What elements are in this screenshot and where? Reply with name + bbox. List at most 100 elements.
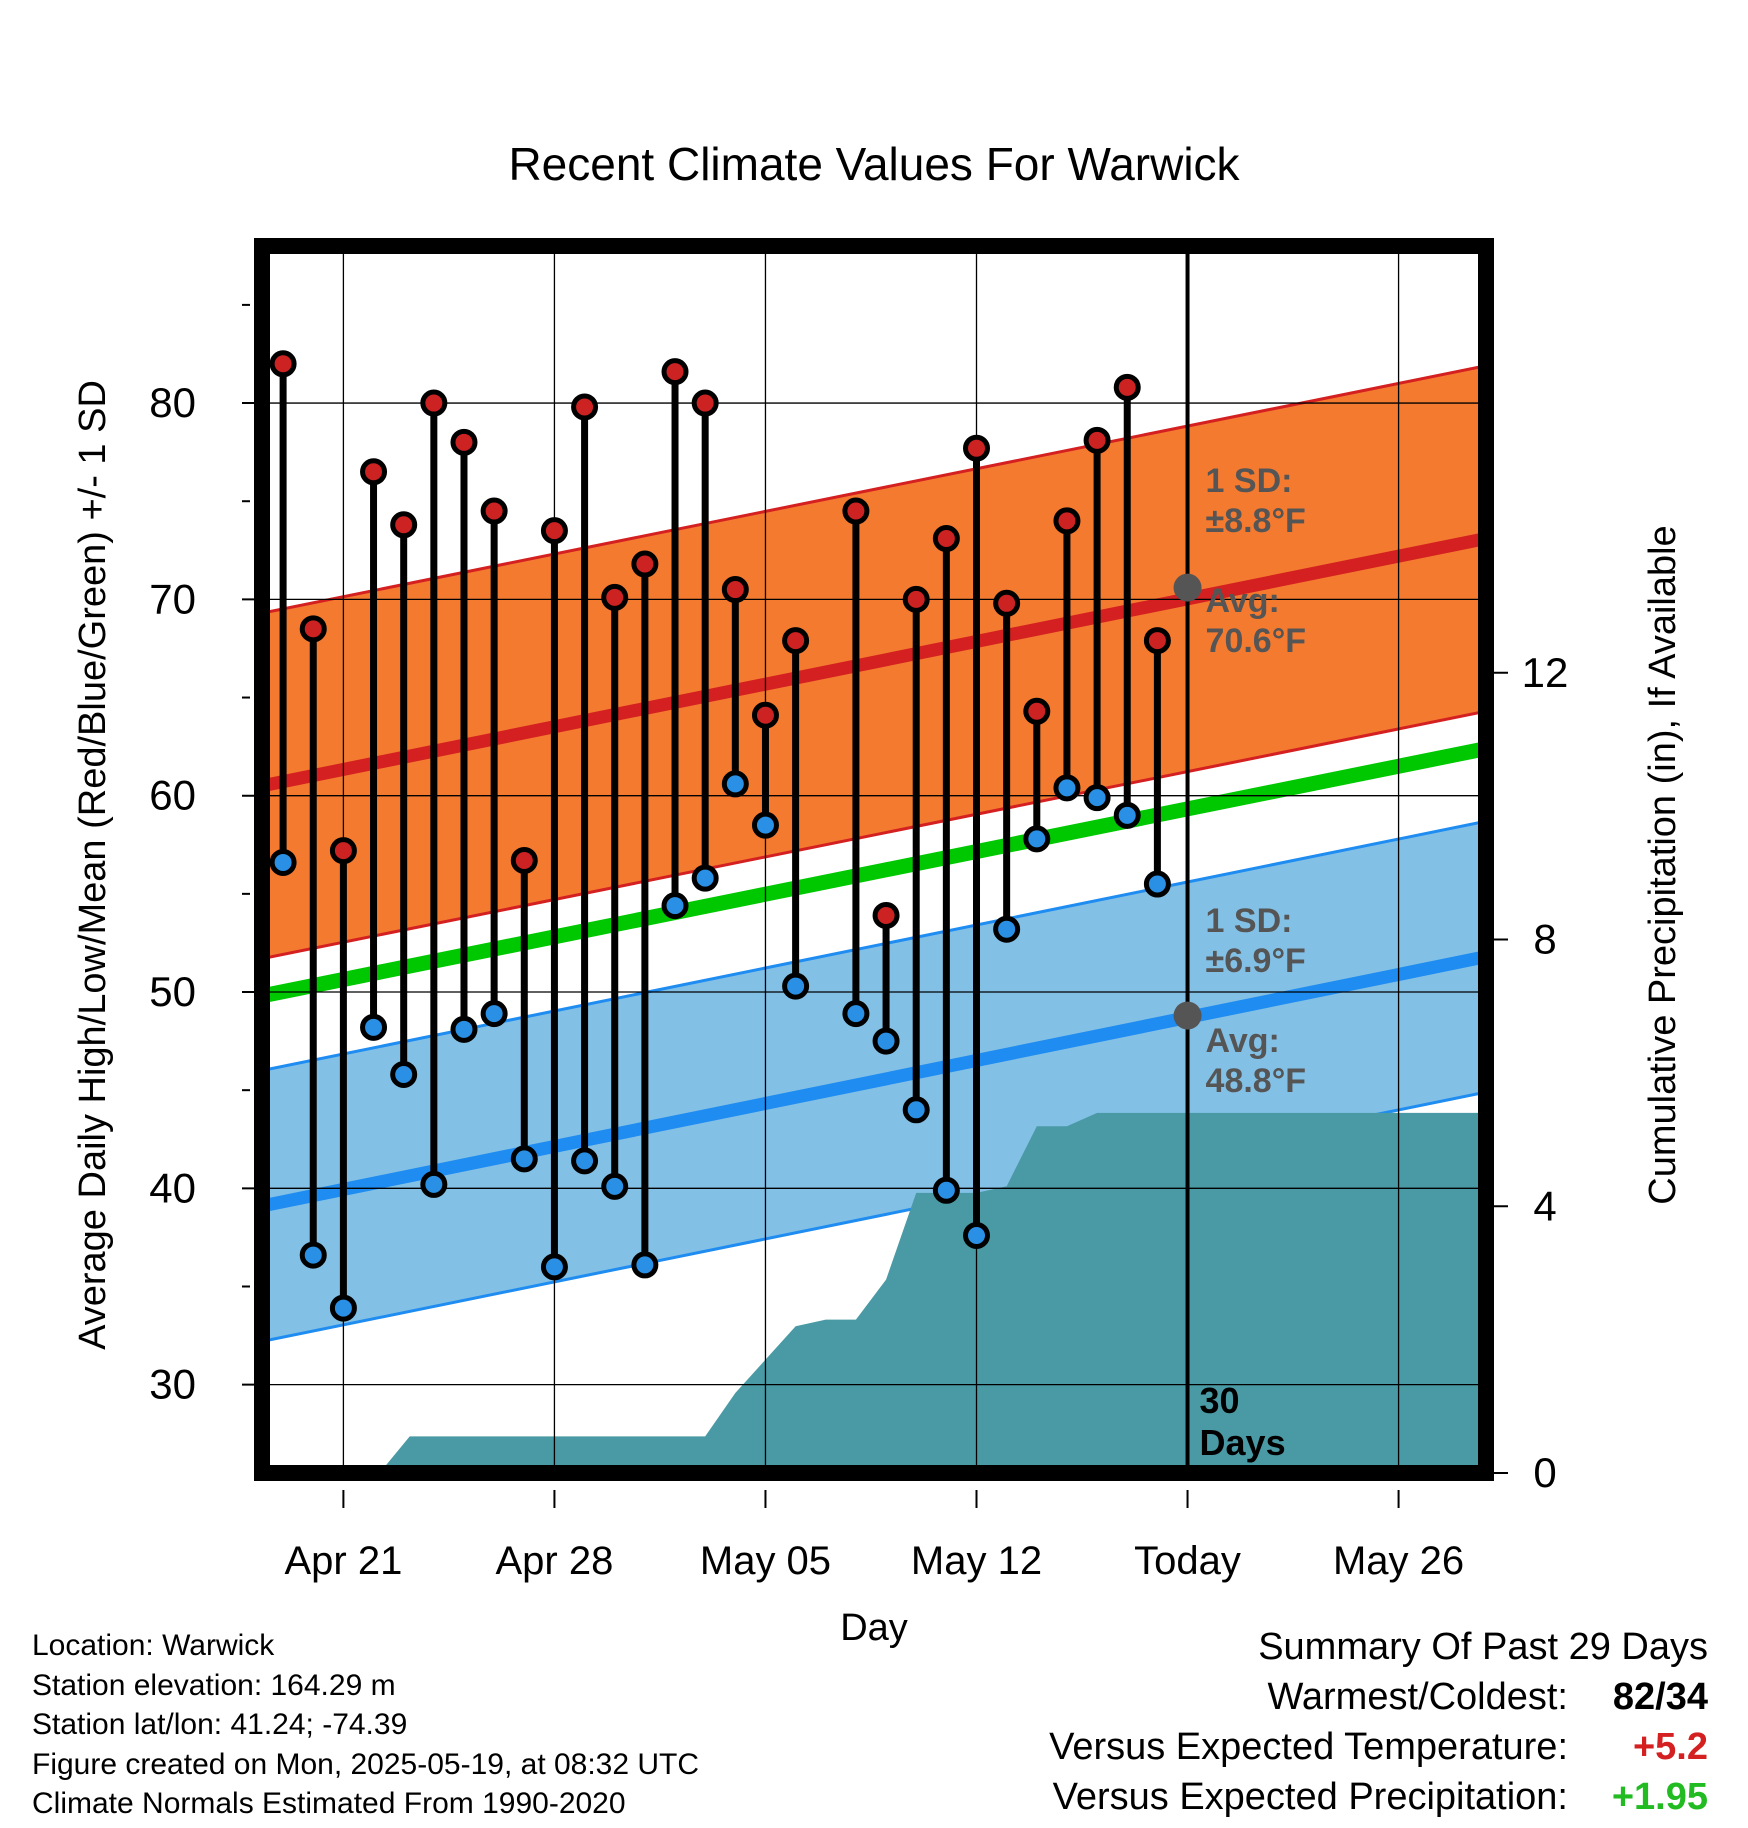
daily-high-point (390, 511, 418, 539)
daily-high-point (631, 550, 659, 578)
daily-high-point (782, 627, 810, 655)
x-axis-label: Day (840, 1607, 908, 1649)
daily-low-point (691, 864, 719, 892)
x-tick-label: Apr 21 (284, 1539, 402, 1583)
x-tick-label: May 05 (700, 1539, 831, 1583)
daily-high-point (269, 350, 297, 378)
high-sd-label: 1 SD: (1206, 462, 1293, 500)
y2-tick-label: 12 (1522, 649, 1569, 696)
normals-text: Climate Normals Estimated From 1990-2020 (32, 1787, 626, 1820)
daily-high-point (691, 389, 719, 417)
chart-title: Recent Climate Values For Warwick (508, 138, 1240, 190)
station-info: Location: Warwick Station elevation: 164… (32, 1626, 699, 1824)
daily-high-point (872, 901, 900, 929)
high-avg-value: 70.6°F (1206, 622, 1307, 660)
y-tick-label: 80 (149, 379, 196, 426)
summary-warmest-row: Warmest/Coldest: 82/34 (1049, 1672, 1708, 1722)
x-tick-label: May 12 (911, 1539, 1042, 1583)
today-days-label-line2: Days (1200, 1422, 1286, 1463)
daily-low-point (450, 1015, 478, 1043)
today-normal-low-dot (1173, 1001, 1202, 1030)
today-normal-high-dot (1173, 573, 1202, 602)
low-avg-value: 48.8°F (1206, 1062, 1307, 1100)
daily-high-point (480, 497, 508, 525)
high-avg-label: Avg: (1206, 582, 1280, 620)
y2-tick-label: 8 (1533, 916, 1556, 963)
y2-tick-label: 0 (1533, 1449, 1556, 1496)
y-tick-label: 40 (149, 1164, 196, 1211)
daily-low-point (902, 1096, 930, 1124)
daily-high-point (1053, 507, 1081, 535)
daily-low-point (1083, 784, 1111, 812)
daily-high-point (902, 585, 930, 613)
daily-low-point (329, 1294, 357, 1322)
daily-high-point (299, 615, 327, 643)
precip-area (262, 1112, 1486, 1473)
daily-high-point (1143, 627, 1171, 655)
latlon-text: Station lat/lon: 41.24; -74.39 (32, 1708, 408, 1741)
summary-panel: Summary Of Past 29 Days Warmest/Coldest:… (1049, 1622, 1708, 1822)
daily-high-point (1083, 426, 1111, 454)
daily-low-point (932, 1176, 960, 1204)
location-text: Location: Warwick (32, 1629, 275, 1662)
x-tick-label: Apr 28 (496, 1539, 614, 1583)
warmest-value: 82/34 (1612, 1676, 1708, 1718)
precip-departure-value: +1.95 (1611, 1776, 1708, 1818)
daily-low-point (1053, 774, 1081, 802)
daily-high-point (661, 358, 689, 386)
axes: 30 40 50 60 70 80 0 4 8 12 Apr 21 Apr 28 May 05 May 1… (149, 238, 1569, 1583)
elevation-text: Station elevation: 164.29 m (32, 1668, 396, 1702)
high-sd-value: ±8.8°F (1206, 502, 1306, 540)
temp-departure-label: Versus Expected Temperature: (1049, 1726, 1568, 1768)
daily-low-point (782, 972, 810, 1000)
low-sd-label: 1 SD: (1206, 902, 1293, 940)
x-tick-label: May 26 (1333, 1539, 1464, 1583)
daily-low-point (390, 1060, 418, 1088)
daily-high-point (932, 525, 960, 553)
y2-axis-label: Cumulative Precipitation (in), If Availa… (1642, 525, 1684, 1204)
daily-high-point (510, 846, 538, 874)
y2-tick-label: 4 (1533, 1182, 1556, 1229)
daily-high-point (963, 434, 991, 462)
daily-high-point (420, 389, 448, 417)
summary-title: Summary Of Past 29 Days (1258, 1626, 1708, 1668)
y-axis-label: Average Daily High/Low/Mean (Red/Blue/Gr… (72, 380, 114, 1350)
daily-low-point (420, 1170, 448, 1198)
daily-high-point (842, 497, 870, 525)
daily-low-point (1113, 801, 1141, 829)
daily-low-point (1143, 870, 1171, 898)
daily-low-point (480, 1000, 508, 1028)
y-tick-label: 30 (149, 1361, 196, 1408)
daily-low-point (661, 892, 689, 920)
daily-high-point (360, 458, 388, 486)
created-text: Figure created on Mon, 2025-05-19, at 08… (32, 1747, 700, 1781)
daily-low-point (571, 1147, 599, 1175)
daily-low-point (631, 1251, 659, 1279)
daily-low-point (360, 1013, 388, 1041)
daily-low-point (993, 915, 1021, 943)
daily-high-point (540, 517, 568, 545)
y-tick-label: 50 (149, 968, 196, 1015)
daily-low-point (963, 1221, 991, 1249)
warmest-label: Warmest/Coldest: (1267, 1676, 1568, 1718)
daily-high-point (751, 701, 779, 729)
daily-low-point (751, 811, 779, 839)
daily-high-point (329, 837, 357, 865)
daily-high-point (601, 583, 629, 611)
daily-low-point (269, 848, 297, 876)
x-tick-label: Today (1134, 1539, 1241, 1583)
daily-low-point (299, 1241, 327, 1269)
daily-low-point (510, 1145, 538, 1173)
daily-low-point (721, 770, 749, 798)
low-avg-label: Avg: (1206, 1022, 1280, 1060)
daily-high-point (450, 428, 478, 456)
precip-departure-label: Versus Expected Precipitation: (1052, 1776, 1568, 1818)
daily-high-point (571, 393, 599, 421)
normal-low-line (262, 950, 1486, 1213)
summary-temp-row: Versus Expected Temperature: +5.2 (1049, 1722, 1708, 1772)
daily-low-point (1023, 825, 1051, 853)
y-tick-label: 70 (149, 575, 196, 622)
plot-frame (254, 238, 1494, 1481)
